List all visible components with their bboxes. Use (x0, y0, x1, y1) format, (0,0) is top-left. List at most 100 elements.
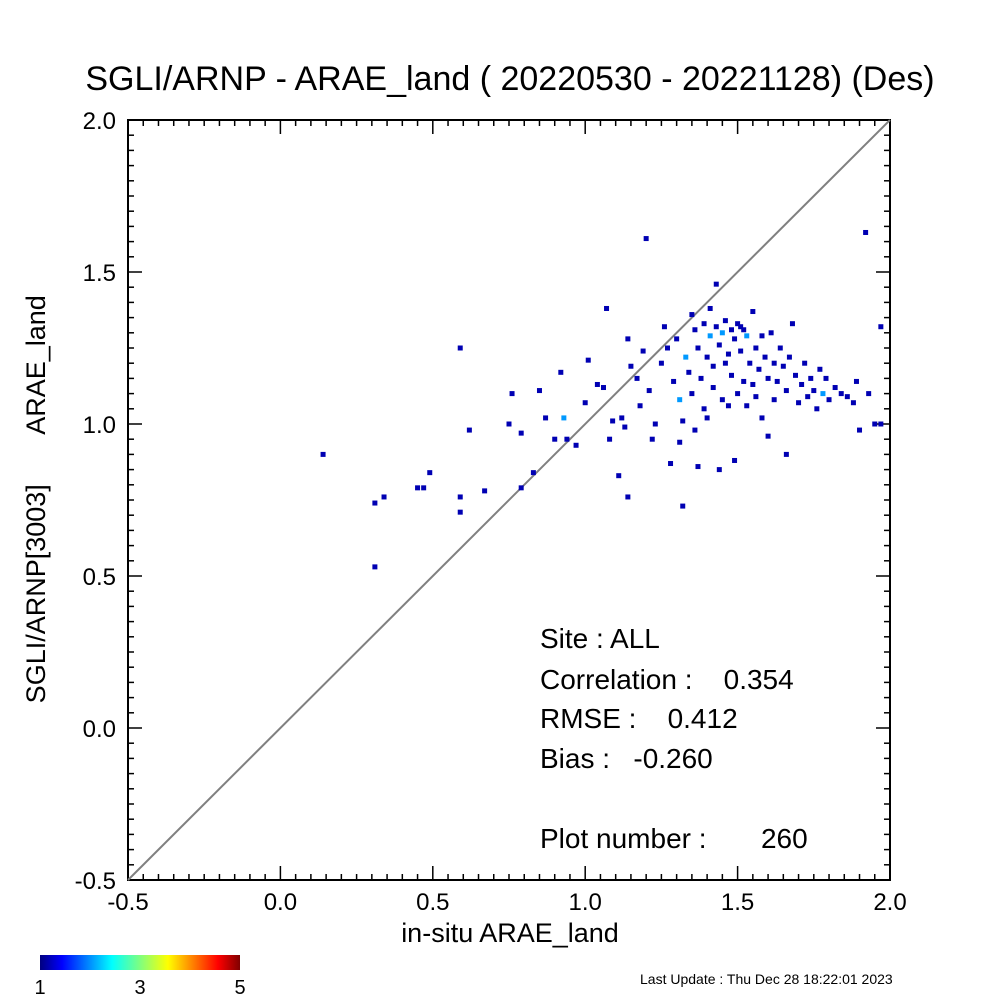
colorbar (40, 955, 240, 970)
data-point (811, 388, 817, 394)
data-point (692, 427, 698, 433)
data-point (668, 461, 674, 467)
stats-bias: Bias : -0.260 (540, 743, 713, 774)
data-point (729, 372, 735, 378)
data-point (643, 236, 649, 242)
data-point (744, 333, 750, 339)
minor-ticks (128, 120, 890, 880)
data-point (808, 375, 814, 381)
data-point (710, 363, 716, 369)
data-point (372, 500, 378, 506)
major-ticks (127, 119, 891, 881)
data-point (722, 318, 728, 324)
data-point (878, 324, 884, 330)
y-tick-label: 2.0 (83, 108, 116, 135)
data-point (543, 415, 549, 421)
data-point (640, 348, 646, 354)
colorbar-tick-min: 1 (34, 977, 45, 999)
data-point (652, 421, 658, 427)
data-point (738, 348, 744, 354)
data-point (658, 360, 664, 366)
data-point (765, 375, 771, 381)
data-point (753, 345, 759, 351)
data-point (661, 324, 667, 330)
data-point (558, 369, 564, 375)
data-point (832, 385, 838, 391)
data-point (518, 485, 524, 491)
data-point (415, 485, 421, 491)
data-point (619, 415, 625, 421)
data-point (777, 345, 783, 351)
data-point (805, 394, 811, 400)
data-point (552, 436, 558, 442)
data-point (680, 418, 686, 424)
data-point (677, 439, 683, 445)
stats-site: Site : ALL (540, 623, 660, 654)
data-point (713, 281, 719, 287)
data-point (878, 421, 884, 427)
data-point (771, 360, 777, 366)
stats-rmse: RMSE : 0.412 (540, 703, 738, 734)
data-point (671, 378, 677, 384)
y-axis-label-right: ARAE_land (21, 295, 51, 435)
data-point (796, 400, 802, 406)
y-tick-labels: -0.5 0.0 0.5 1.0 1.5 2.0 (75, 108, 116, 895)
data-point (863, 229, 869, 235)
data-point (713, 324, 719, 330)
data-point (600, 385, 606, 391)
data-point (421, 485, 427, 491)
data-point (722, 360, 728, 366)
data-point (707, 305, 713, 311)
data-point (607, 436, 613, 442)
data-point (823, 375, 829, 381)
data-point (738, 324, 744, 330)
colorbar-tick-max: 5 (234, 977, 245, 999)
data-point (744, 403, 750, 409)
x-tick-label: 0.5 (416, 889, 449, 916)
data-point (853, 378, 859, 384)
data-point (793, 372, 799, 378)
data-point (664, 345, 670, 351)
data-point (634, 375, 640, 381)
data-point (716, 342, 722, 348)
data-point (765, 433, 771, 439)
data-point (530, 470, 536, 476)
data-point (802, 360, 808, 366)
data-point (695, 464, 701, 470)
data-point (774, 378, 780, 384)
data-point (753, 394, 759, 400)
y-axis-label: SGLI/ARNP[3003] ARAE_land (21, 295, 51, 703)
data-point (457, 494, 463, 500)
one-to-one-line (127, 119, 891, 881)
data-point (680, 503, 686, 509)
x-tick-label: 0.0 (264, 889, 297, 916)
data-point (704, 415, 710, 421)
data-point (725, 351, 731, 357)
x-axis-label: in-situ ARAE_land (401, 918, 619, 948)
last-update-text: Last Update : Thu Dec 28 18:22:01 2023 (640, 971, 893, 987)
data-point (750, 381, 756, 387)
data-point (381, 494, 387, 500)
data-point (747, 360, 753, 366)
y-tick-label: -0.5 (75, 868, 116, 895)
data-point (457, 345, 463, 351)
data-point (844, 394, 850, 400)
data-point (610, 418, 616, 424)
data-point (466, 427, 472, 433)
data-point (872, 421, 878, 427)
stats-correlation: Correlation : 0.354 (540, 664, 794, 695)
y-tick-label: 1.0 (83, 412, 116, 439)
data-point (850, 400, 856, 406)
data-point (582, 400, 588, 406)
data-point (536, 388, 542, 394)
x-tick-label: 1.5 (721, 889, 754, 916)
data-point (719, 397, 725, 403)
data-point (786, 354, 792, 360)
data-point (372, 564, 378, 570)
data-point (729, 327, 735, 333)
data-point (783, 451, 789, 457)
data-point (604, 305, 610, 311)
data-point (625, 336, 631, 342)
data-point (762, 354, 768, 360)
